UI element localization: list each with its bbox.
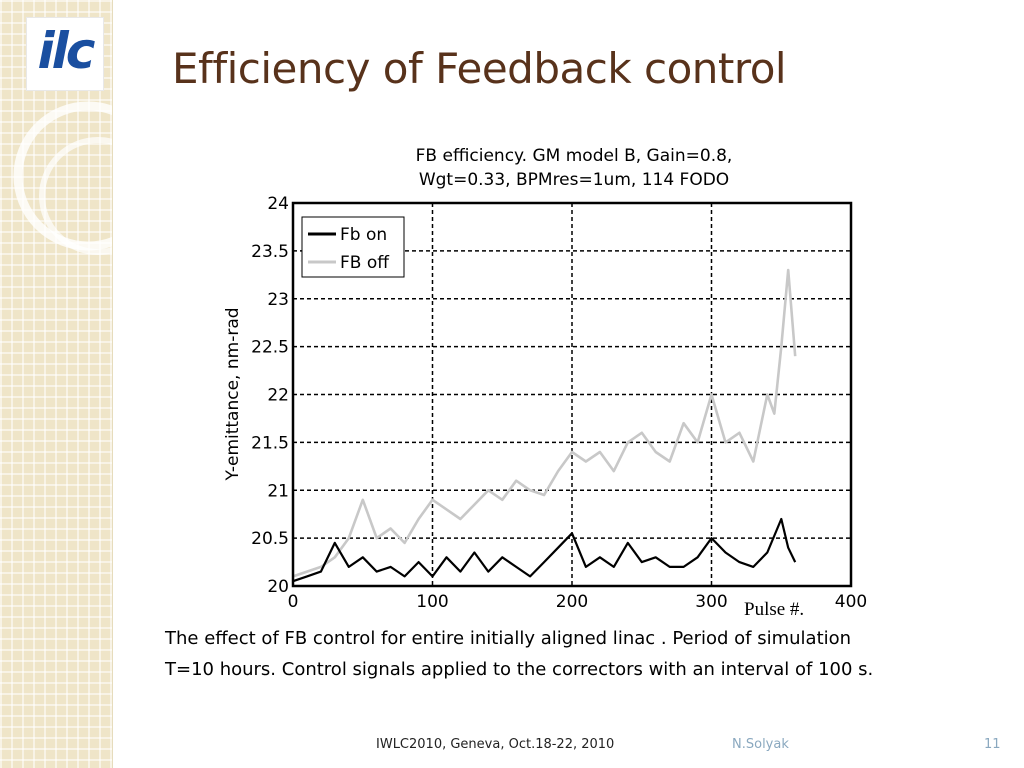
slide-caption: The effect of FB control for entire init… [165,623,1005,685]
caption-line-2: T=10 hours. Control signals applied to t… [165,659,874,680]
x-tick-label: 0 [288,592,299,612]
series-line-fb-on [292,517,797,583]
ilc-logo: ilc [26,17,104,91]
x-tick-label: 100 [416,592,448,612]
x-tick-label: 300 [695,592,727,612]
y-axis-label: Y-emittance, nm-rad [223,307,243,481]
x-axis-label: Pulse #. [744,599,805,620]
legend-label-fb-off: FB off [340,253,390,273]
slide-title: Efficiency of Feedback control [172,44,787,93]
y-tick-label: 21.5 [251,433,289,453]
ilc-logo-text: ilc [37,22,96,80]
y-tick-label: 23 [267,290,289,310]
footer-page-number: 11 [984,737,1001,752]
series-lines [292,268,797,583]
legend-label-fb-on: Fb on [340,225,387,245]
y-tick-label: 22.5 [251,338,289,358]
y-tick-label: 21 [267,481,289,501]
plot-frame [291,201,853,588]
decorative-rings [13,101,112,255]
chart-title-line2: Wgt=0.33, BPMres=1um, 114 FODO [419,170,729,190]
y-tick-label: 20.5 [251,529,289,549]
legend: Fb on FB off [301,216,405,278]
x-tick-label: 200 [556,592,588,612]
chart-title-line1: FB efficiency. GM model B, Gain=0.8, [416,146,733,166]
series-line-fb-off [292,268,797,578]
y-tick-label: 20 [267,577,289,597]
y-tick-label: 22 [267,386,289,406]
caption-line-1: The effect of FB control for entire init… [165,628,852,649]
fb-efficiency-chart: FB efficiency. GM model B, Gain=0.8, Wgt… [223,146,867,612]
y-tick-label: 23.5 [251,242,289,262]
axis-ticks: 0 100 200 300 400 20 20.5 21 21.5 22 22.5 23 23.5 24 [251,194,867,612]
sidebar-background: ilc [0,0,113,768]
y-tick-label: 24 [267,194,289,214]
footer-conference: IWLC2010, Geneva, Oct.18-22, 2010 [376,737,615,752]
x-tick-label: 400 [835,592,867,612]
footer-author: N.Solyak [732,737,789,752]
legend-box [301,216,405,278]
